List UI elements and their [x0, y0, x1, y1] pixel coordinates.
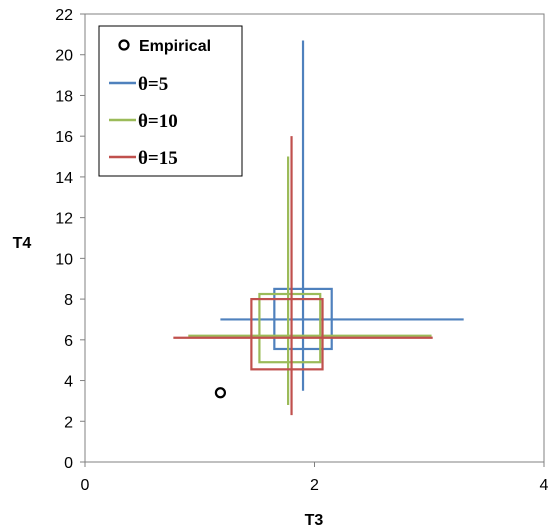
legend-label-empirical: Empirical [139, 38, 211, 55]
x-axis-title: T3 [305, 512, 324, 529]
x-tick-label: 0 [81, 477, 90, 494]
series-0 [220, 40, 464, 391]
legend-box [98, 25, 243, 177]
series-1 [188, 156, 432, 405]
y-tick-label: 14 [55, 170, 73, 187]
x-tick-label: 4 [540, 477, 549, 494]
x-tick-label: 2 [310, 477, 319, 494]
y-tick-label: 22 [55, 7, 73, 24]
legend-label-theta-5: θ=5 [138, 74, 168, 95]
y-tick-label: 2 [64, 414, 73, 431]
legend-label-theta-15: θ=15 [138, 148, 178, 169]
empirical-layer [214, 387, 227, 399]
legend: Empirical θ=5 θ=10 θ=15 [98, 25, 243, 177]
series-1-box [258, 292, 322, 364]
series-layer [173, 40, 464, 416]
y-tick-label: 8 [64, 292, 73, 309]
y-tick-label: 6 [64, 333, 73, 350]
y-axis-ticks: 0 2 4 6 8 10 12 14 16 18 20 22 [55, 7, 85, 472]
y-tick-label: 16 [55, 129, 73, 146]
series-2 [173, 136, 433, 416]
y-tick-label: 0 [64, 455, 73, 472]
legend-label-theta-10: θ=10 [138, 111, 178, 132]
y-tick-label: 18 [55, 88, 73, 105]
y-axis-title: T4 [13, 235, 32, 252]
y-tick-label: 12 [55, 211, 73, 228]
y-tick-label: 4 [64, 374, 73, 391]
legend-marker-empirical [118, 39, 130, 51]
x-axis-ticks: 0 2 4 [81, 462, 549, 494]
series-2-box [250, 297, 324, 371]
empirical-point [214, 387, 227, 399]
y-tick-label: 20 [55, 48, 73, 65]
y-tick-label: 10 [55, 251, 73, 268]
series-0-box [273, 287, 333, 351]
